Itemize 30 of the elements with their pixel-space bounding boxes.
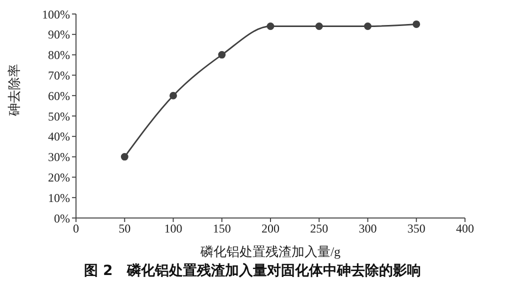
y-tick-label: 50% [48, 109, 70, 124]
y-tick-label: 80% [48, 48, 70, 62]
y-tick-label: 30% [48, 150, 70, 164]
point [412, 20, 420, 28]
point [315, 22, 323, 30]
point [120, 153, 128, 161]
y-tick-label: 70% [48, 68, 70, 82]
x-tick-label: 400 [456, 222, 474, 236]
x-tick-label: 150 [212, 222, 231, 236]
y-tick-label: 60% [48, 88, 70, 103]
x-tick-label: 100 [164, 222, 182, 236]
x-tick-label: 0 [73, 222, 79, 236]
text: 图 2 磷化铝处置残渣加入量对固化体中砷去除的影响 [83, 262, 422, 280]
y-tick-label: 100% [42, 7, 70, 22]
point [266, 22, 274, 30]
point [170, 92, 177, 100]
y-tick-label: 90% [48, 28, 70, 42]
point [364, 22, 372, 30]
y-tick-label: 20% [48, 170, 70, 184]
point [218, 51, 226, 59]
y-tick-label: 40% [48, 130, 70, 144]
y-axis-title: 砷去除率 [6, 64, 22, 117]
x-tick-label: 350 [407, 222, 426, 236]
x-tick-label: 50 [118, 222, 131, 236]
x-tick-label: 300 [358, 222, 377, 236]
x-tick-label: 200 [262, 222, 280, 236]
x-tick-label: 250 [310, 222, 328, 236]
x-axis-title: 磷化铝处置残渣加入量/g [199, 244, 342, 259]
y-tick-label: 10% [48, 190, 70, 205]
y-tick-label: 0% [54, 211, 70, 226]
